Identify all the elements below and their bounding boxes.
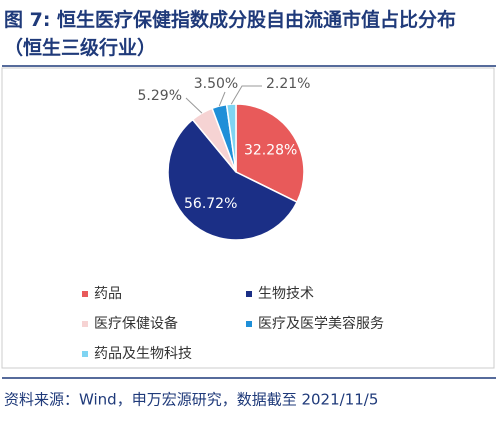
legend-label: 生物技术 [258,286,314,302]
legend-label: 医疗保健设备 [94,315,178,332]
legend-swatch [82,351,88,357]
chart: 资料来源：Wind，申万宏源研究，数据截至 2021/11/5 32.28% 56… [1,65,496,409]
data-label: 32.28% [244,142,297,158]
leader-line [218,91,226,107]
chart-frame [1,67,495,369]
legend-swatch [82,291,88,297]
legend-label: 医疗及医学美容服务 [258,315,384,332]
legend-label: 药品及生物科技 [94,346,192,362]
legend-swatch [82,321,88,327]
data-label: 5.29% [138,88,182,104]
leader-line [185,97,203,114]
leader-line [230,85,262,105]
data-label: 3.50% [194,76,238,92]
data-label: 2.21% [266,76,310,92]
pie-slice [167,118,299,241]
chart-title: 图 7: 恒生医疗保健指数成分股自由流通市值占比分布（恒生三级行业） [4,9,457,59]
pie-slice [235,103,305,204]
legend-swatch [246,291,252,297]
source: 资料来源：Wind，申万宏源研究，数据截至 2021/11/5 [4,391,378,409]
data-label: 56.72% [184,196,237,212]
legend-label: 药品 [94,286,122,302]
legend-swatch [246,321,252,327]
